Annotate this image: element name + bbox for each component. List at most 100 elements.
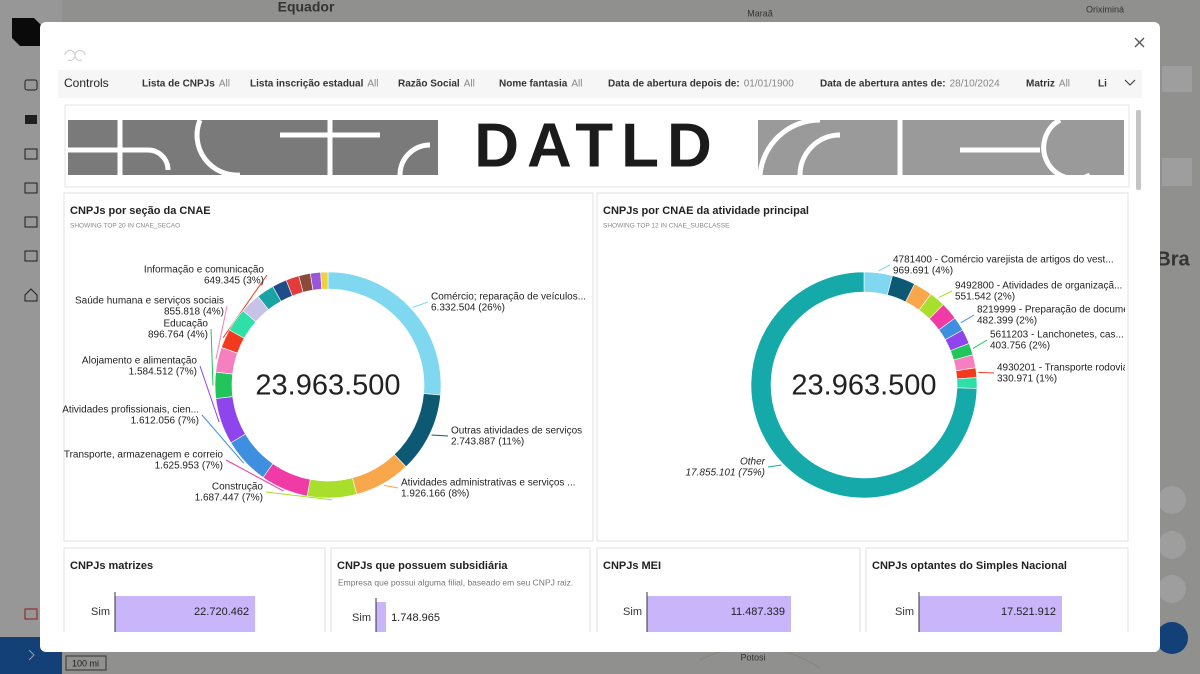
- home-icon[interactable]: [24, 288, 38, 302]
- leader-line: [412, 301, 429, 308]
- leader-line: [210, 328, 214, 386]
- chart-title: CNPJs optantes do Simples Nacional: [872, 560, 1067, 572]
- filter-label[interactable]: Data de abertura depois de:: [608, 79, 740, 90]
- chart-subtitle: SHOWING TOP 12 IN CNAE_SUBCLASSE: [603, 223, 730, 230]
- controls-title: Controls: [64, 76, 109, 90]
- slice-label: Educação: [164, 319, 209, 330]
- filter-value[interactable]: All: [1059, 79, 1070, 90]
- leader-line: [972, 339, 988, 349]
- filter-label[interactable]: Matriz: [1026, 79, 1055, 90]
- close-button[interactable]: [1134, 37, 1145, 48]
- bar-value-label: 1.748.965: [391, 612, 440, 624]
- slice-label: Informação e comunicação: [144, 265, 265, 276]
- filter-label[interactable]: Data de abertura antes de:: [820, 79, 946, 90]
- leader-line: [383, 484, 399, 489]
- slice-value-label: 482.399 (2%): [977, 316, 1037, 327]
- filter-label[interactable]: Lista de CNPJs: [142, 79, 215, 90]
- bar-chart: CNPJs optantes do Simples Nacional Sim 17.…: [865, 547, 1129, 632]
- chart-title: CNPJs por CNAE da atividade principal: [603, 205, 809, 217]
- filter-value[interactable]: All: [367, 79, 378, 90]
- leader-line: [938, 290, 953, 298]
- dashboard: DATLD CNPJs por seção da CNAE SHOWING TOP…: [62, 104, 1130, 632]
- slice-value-label: 855.818 (4%): [164, 307, 224, 318]
- leader-line: [878, 264, 891, 272]
- slice-label: Other: [740, 457, 766, 468]
- map-button[interactable]: [1162, 66, 1192, 92]
- filter-label[interactable]: Razão Social: [398, 79, 460, 90]
- leader-line: [960, 314, 975, 324]
- bar-chart: CNPJs que possuem subsidiária Empresa que…: [330, 547, 591, 632]
- y-tick-label: Sim: [352, 612, 371, 624]
- chart-title: CNPJs por seção da CNAE: [70, 205, 211, 217]
- slice-value-label: 551.542 (2%): [955, 292, 1015, 303]
- donut-slice: [750, 271, 978, 499]
- folder-icon[interactable]: [25, 115, 37, 124]
- bar: [647, 596, 791, 632]
- donut-chart: CNPJs por CNAE da atividade principal SHO…: [603, 205, 1125, 499]
- map-button[interactable]: [1158, 531, 1186, 559]
- bar-chart: CNPJs matrizes Sim 22.720.462: [63, 547, 326, 632]
- slice-label: Comércio; reparação de veículos...: [431, 292, 586, 303]
- y-tick-label: Sim: [91, 606, 110, 618]
- layers-icon[interactable]: [24, 79, 38, 91]
- map-button[interactable]: [1158, 575, 1186, 603]
- bar: [115, 596, 256, 632]
- filter-value[interactable]: 01/01/1900: [744, 79, 794, 90]
- slice-label: Construção: [212, 482, 264, 493]
- leader-line: [431, 434, 449, 437]
- sidebar-icons: [12, 18, 42, 620]
- leader-line: [265, 491, 333, 501]
- chart-icon[interactable]: [24, 182, 38, 194]
- map-label: Bra: [1156, 248, 1190, 270]
- filter-label[interactable]: Li: [1098, 79, 1107, 90]
- map-labels: Equador Maraã Oriximiná Bra Potosi 100 mi: [65, 0, 1191, 671]
- leader-line: [201, 414, 245, 464]
- logout-icon[interactable]: [24, 608, 38, 620]
- map-controls: [1156, 66, 1192, 654]
- slice-value-label: 403.756 (2%): [990, 341, 1050, 352]
- filter-value[interactable]: All: [219, 79, 230, 90]
- slice-label: Atividades profissionais, cien...: [62, 405, 199, 416]
- map-label: Maraã: [747, 8, 773, 18]
- expand-icon: [28, 649, 35, 661]
- leader-line: [978, 371, 995, 374]
- slice-value-label: 6.332.504 (26%): [431, 303, 505, 314]
- filter-label[interactable]: Lista inscrição estadual: [250, 79, 364, 90]
- slice-value-label: 1.612.056 (7%): [131, 416, 199, 427]
- scrollbar[interactable]: [1136, 110, 1141, 190]
- app-logo[interactable]: [12, 18, 42, 46]
- slice-value-label: 1.687.447 (7%): [195, 493, 263, 504]
- slice-label: Transporte, armazenagem e correio: [64, 450, 224, 461]
- slice-value-label: 2.743.887 (11%): [451, 437, 524, 448]
- filter-value[interactable]: All: [571, 79, 582, 90]
- slice-value-label: 1.926.166 (8%): [401, 489, 469, 500]
- filter-value[interactable]: All: [464, 79, 475, 90]
- chat-button[interactable]: [1156, 622, 1188, 654]
- slice-value-label: 17.855.101 (75%): [685, 468, 765, 479]
- controls-expand[interactable]: [1124, 79, 1136, 86]
- chart-title: CNPJs que possuem subsidiária: [337, 560, 508, 572]
- bar-chart: CNPJs MEI Sim 11.487.339: [596, 547, 861, 632]
- map-label: Equador: [278, 0, 335, 15]
- leader-line: [222, 274, 268, 338]
- map-button[interactable]: [1162, 158, 1192, 186]
- slice-label: Atividades administrativas e serviços ..…: [401, 478, 576, 489]
- map-button[interactable]: [1158, 486, 1186, 514]
- filter-label[interactable]: Nome fantasia: [499, 79, 568, 90]
- grid-icon[interactable]: [24, 216, 38, 228]
- donut-center-label: 23.963.500: [255, 370, 400, 402]
- map-scale: [65, 655, 107, 671]
- export-icon[interactable]: [24, 250, 38, 262]
- filter-value[interactable]: 28/10/2024: [950, 79, 1000, 90]
- slice-value-label: 1.625.953 (7%): [155, 461, 223, 472]
- donut-slice: [320, 271, 329, 290]
- leader-line: [199, 365, 220, 423]
- map-scale-label: 100 mi: [72, 658, 99, 668]
- donut-slice: [306, 477, 358, 499]
- map-icon[interactable]: [24, 148, 38, 160]
- slice-label: Alojamento e alimentação: [82, 356, 198, 367]
- undo-redo[interactable]: [64, 49, 86, 61]
- donut-chart: CNPJs por seção da CNAE SHOWING TOP 20 IN…: [62, 205, 586, 504]
- slice-value-label: 649.345 (3%): [204, 276, 264, 287]
